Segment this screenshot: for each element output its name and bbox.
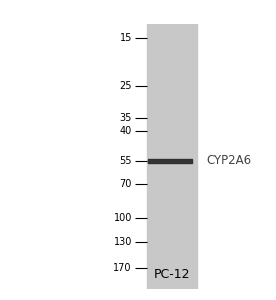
Text: CYP2A6: CYP2A6 — [206, 154, 251, 167]
Text: PC-12: PC-12 — [153, 268, 190, 281]
Text: 100: 100 — [113, 213, 132, 223]
Text: 70: 70 — [120, 179, 132, 189]
Text: 40: 40 — [120, 126, 132, 136]
Text: 35: 35 — [120, 113, 132, 123]
Text: 55: 55 — [120, 156, 132, 166]
Text: 15: 15 — [120, 33, 132, 43]
Text: 170: 170 — [113, 263, 132, 273]
Text: 25: 25 — [120, 81, 132, 91]
Text: 130: 130 — [113, 238, 132, 248]
